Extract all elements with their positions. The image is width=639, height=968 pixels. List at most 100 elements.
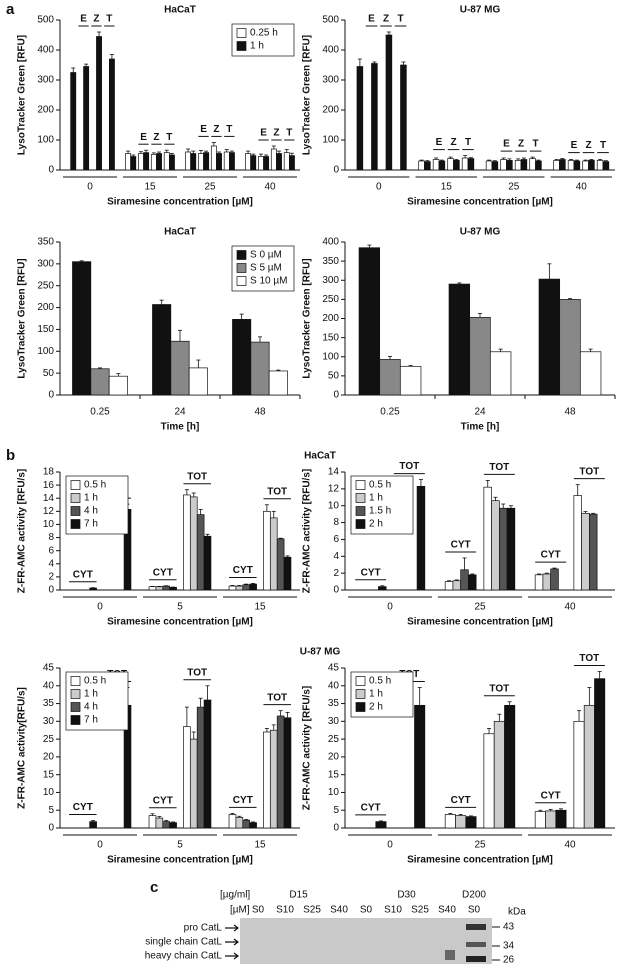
- bar: [400, 64, 407, 171]
- bar: [90, 368, 110, 396]
- y-tick-label: 0: [48, 165, 54, 176]
- subgroup-label: CYT: [153, 567, 173, 578]
- bar: [579, 351, 602, 396]
- band-label: single chain CatL: [145, 937, 222, 948]
- bar: [375, 821, 387, 829]
- y-tick-label: 40: [328, 680, 340, 691]
- legend-label: 0.5 h: [369, 480, 391, 491]
- subgroup-label: E: [436, 137, 443, 148]
- subgroup-label: TOT: [489, 462, 509, 473]
- subgroup-label: T: [532, 139, 538, 150]
- bar: [188, 367, 208, 396]
- y-tick-label: 30: [43, 716, 55, 727]
- bar: [228, 814, 237, 829]
- bar: [489, 351, 512, 396]
- bar: [588, 513, 598, 591]
- bar: [485, 160, 493, 171]
- bar: [190, 153, 197, 171]
- bar: [467, 158, 475, 171]
- bar: [155, 817, 164, 829]
- bar: [414, 704, 426, 829]
- y-tick-label: 500: [322, 15, 339, 26]
- bar: [385, 34, 393, 171]
- bar: [283, 152, 290, 171]
- bar: [276, 538, 285, 591]
- y-tick-label: 300: [37, 258, 54, 269]
- subgroup-label: CYT: [361, 567, 381, 578]
- x-tick-label: 25: [474, 840, 486, 851]
- subgroup-label: TOT: [187, 471, 207, 482]
- bar: [268, 370, 288, 396]
- legend-label: 0.5 h: [84, 676, 106, 687]
- bar: [83, 66, 90, 171]
- bar: [130, 156, 137, 171]
- bar: [573, 720, 585, 829]
- bar: [162, 821, 171, 829]
- bar: [235, 816, 244, 829]
- bar: [452, 580, 462, 591]
- subgroup-label: Z: [153, 132, 159, 143]
- bar: [514, 160, 522, 171]
- legend-label: 2 h: [369, 702, 383, 713]
- bar: [203, 152, 210, 171]
- y-axis-label: LysoTracker Green [RFU]: [17, 35, 28, 155]
- legend-label: 4 h: [84, 702, 98, 713]
- row-title: HaCaT: [304, 451, 336, 462]
- legend-label: 1.5 h: [369, 506, 391, 517]
- y-tick-label: 10: [43, 787, 55, 798]
- y-tick-label: 200: [322, 313, 339, 324]
- legend-label: 0.25 h: [250, 28, 278, 39]
- subgroup-label: E: [200, 124, 207, 135]
- y-tick-label: 300: [37, 75, 54, 86]
- bar: [148, 815, 157, 829]
- bar: [371, 63, 378, 171]
- y-tick-label: 4: [333, 551, 339, 562]
- y-axis-label: Z-FR-AMC activity [RFU/s]: [302, 686, 313, 810]
- x-axis-label: Siramesine concentration [µM]: [107, 855, 253, 866]
- x-tick-label: 0: [87, 182, 93, 193]
- y-axis-label: LysoTracker Green [RFU]: [302, 258, 313, 378]
- bar: [506, 160, 513, 171]
- y-axis-label: LysoTracker Green [RFU]: [17, 258, 28, 378]
- bar: [242, 819, 251, 829]
- y-tick-label: 12: [328, 483, 340, 494]
- x-tick-label: 5: [177, 602, 183, 613]
- bar: [96, 36, 102, 171]
- y-tick-label: 0: [333, 390, 339, 401]
- subgroup-label: CYT: [451, 795, 471, 806]
- x-tick-label: 25: [474, 602, 486, 613]
- unit-label: [µM]: [230, 905, 250, 916]
- bar: [448, 283, 471, 396]
- bar: [582, 160, 589, 171]
- bar: [189, 496, 198, 591]
- bar: [534, 811, 546, 829]
- subgroup-label: TOT: [267, 486, 287, 497]
- blot-band: [466, 942, 486, 947]
- x-tick-label: 0.25: [380, 407, 400, 418]
- y-tick-label: 350: [322, 256, 339, 267]
- bar: [138, 153, 144, 171]
- legend-swatch: [236, 276, 247, 286]
- y-tick-label: 200: [322, 105, 339, 116]
- subgroup-label: E: [368, 14, 375, 25]
- x-tick-label: 0: [387, 602, 393, 613]
- bar: [559, 159, 566, 171]
- subgroup-label: T: [397, 14, 403, 25]
- bar: [183, 494, 191, 591]
- legend-label: S 10 µM: [250, 276, 287, 287]
- y-tick-label: 10: [328, 500, 340, 511]
- x-tick-label: 40: [564, 602, 576, 613]
- subgroup-label: CYT: [541, 790, 561, 801]
- x-tick-label: 24: [174, 407, 186, 418]
- y-tick-label: 4: [48, 558, 54, 569]
- bar: [416, 485, 426, 591]
- legend-swatch: [70, 715, 81, 725]
- bar: [108, 375, 128, 396]
- y-tick-label: 500: [37, 15, 54, 26]
- lane-label: S25: [303, 905, 321, 916]
- bar: [263, 510, 271, 591]
- bar: [170, 340, 190, 396]
- subgroup-label: TOT: [489, 683, 509, 694]
- y-axis-label: LysoTracker Green [RFU]: [302, 35, 313, 155]
- x-tick-label: 48: [254, 407, 266, 418]
